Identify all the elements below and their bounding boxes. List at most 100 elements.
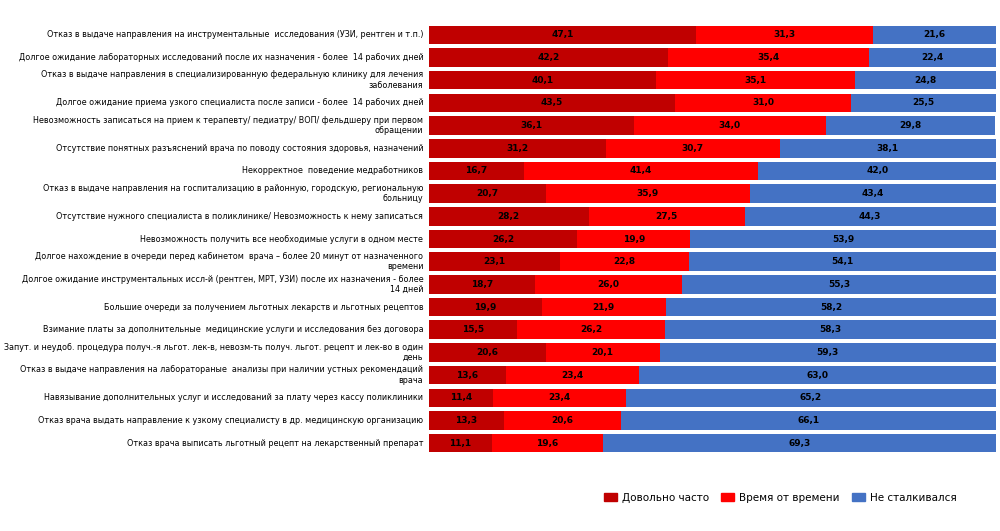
Bar [429,434,492,452]
Text: 18,7: 18,7 [471,280,493,289]
Text: 40,1: 40,1 [531,76,554,84]
Bar [577,230,690,249]
Bar [546,184,750,203]
Text: 20,6: 20,6 [552,416,574,425]
Text: 13,3: 13,3 [455,416,478,425]
Text: 63,0: 63,0 [806,371,828,380]
Text: 21,9: 21,9 [593,303,615,312]
Text: 26,2: 26,2 [580,326,602,334]
Text: 22,8: 22,8 [613,257,636,266]
Text: 66,1: 66,1 [797,416,820,425]
Text: 19,9: 19,9 [474,303,496,312]
Bar [429,298,542,316]
Bar [429,139,606,158]
Text: 43,4: 43,4 [862,189,884,198]
Bar [668,48,869,67]
Bar [603,434,996,452]
Bar [504,411,621,430]
Text: 44,3: 44,3 [859,212,881,221]
Bar [535,275,682,294]
Bar [639,366,996,384]
Bar [855,71,996,90]
Text: 58,2: 58,2 [820,303,842,312]
Text: 55,3: 55,3 [828,280,850,289]
Text: 15,5: 15,5 [462,326,484,334]
Bar [675,93,851,112]
Bar [429,320,517,339]
Text: 25,5: 25,5 [912,98,935,107]
Text: 65,2: 65,2 [800,393,822,402]
Bar [621,411,996,430]
Text: 20,7: 20,7 [476,189,499,198]
Bar [429,389,493,407]
Bar [826,116,995,135]
Bar [560,252,689,271]
Bar [626,389,996,407]
Bar [606,139,780,158]
Bar [758,161,996,180]
Text: 43,5: 43,5 [541,98,563,107]
Bar [429,116,634,135]
Text: 27,5: 27,5 [656,212,678,221]
Text: 19,9: 19,9 [623,235,645,244]
Bar [492,434,603,452]
Text: 23,4: 23,4 [561,371,583,380]
Text: 23,1: 23,1 [483,257,505,266]
Text: 22,4: 22,4 [921,53,943,62]
Bar [429,184,546,203]
Bar [851,93,996,112]
Bar [506,366,639,384]
Text: 35,4: 35,4 [757,53,780,62]
Text: 13,6: 13,6 [456,371,478,380]
Bar [524,161,758,180]
Bar [429,48,668,67]
Text: 38,1: 38,1 [877,144,899,153]
Text: 16,7: 16,7 [465,166,487,175]
Text: 29,8: 29,8 [900,121,922,130]
Bar [542,298,666,316]
Text: 53,9: 53,9 [832,235,854,244]
Text: 26,0: 26,0 [598,280,620,289]
Text: 42,2: 42,2 [537,53,560,62]
Bar [665,320,996,339]
Bar [429,343,546,362]
Text: 69,3: 69,3 [788,439,810,448]
Bar [429,161,524,180]
Text: 35,1: 35,1 [745,76,767,84]
Text: 59,3: 59,3 [817,348,839,357]
Text: 42,0: 42,0 [866,166,888,175]
Text: 21,6: 21,6 [924,30,946,39]
Text: 24,8: 24,8 [914,76,937,84]
Text: 28,2: 28,2 [498,212,520,221]
Bar [429,71,656,90]
Text: 54,1: 54,1 [831,257,854,266]
Text: 20,6: 20,6 [476,348,498,357]
Bar [546,343,660,362]
Bar [750,184,996,203]
Bar [690,230,996,249]
Text: 31,3: 31,3 [774,30,796,39]
Bar [780,139,996,158]
Bar [429,275,535,294]
Bar [869,48,996,67]
Text: 30,7: 30,7 [682,144,704,153]
Text: 36,1: 36,1 [520,121,542,130]
Bar [656,71,855,90]
Text: 41,4: 41,4 [630,166,652,175]
Text: 34,0: 34,0 [719,121,741,130]
Text: 35,9: 35,9 [637,189,659,198]
Text: 47,1: 47,1 [551,30,574,39]
Bar [660,343,996,362]
Legend: Довольно часто, Время от времени, Не сталкивался: Довольно часто, Время от времени, Не ста… [600,489,961,507]
Text: 31,0: 31,0 [752,98,774,107]
Bar [682,275,996,294]
Text: 31,2: 31,2 [506,144,528,153]
Text: 20,1: 20,1 [592,348,614,357]
Bar [429,411,504,430]
Bar [696,25,873,44]
Text: 58,3: 58,3 [819,326,842,334]
Bar [589,207,745,226]
Bar [429,366,506,384]
Text: 23,4: 23,4 [549,393,571,402]
Bar [666,298,996,316]
